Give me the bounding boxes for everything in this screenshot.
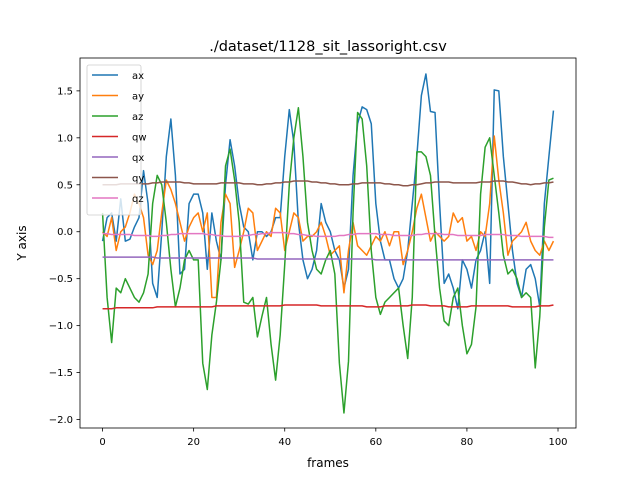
series-line-qz bbox=[102, 231, 554, 239]
x-axis-ticks: 0 20 40 60 80 100 bbox=[99, 428, 568, 448]
legend-label-qx: qx bbox=[132, 153, 144, 164]
legend-label-ax: ax bbox=[132, 71, 144, 82]
legend-label-az: az bbox=[132, 112, 143, 123]
y-tick-label: −2.0 bbox=[49, 415, 73, 426]
x-tick-label: 0 bbox=[99, 437, 105, 448]
y-tick-label: 0.0 bbox=[57, 227, 73, 238]
y-axis-label: Y axis bbox=[15, 225, 29, 261]
series-layer bbox=[101, 73, 555, 414]
y-tick-label: −1.0 bbox=[49, 321, 73, 332]
x-tick-label: 80 bbox=[461, 437, 474, 448]
series-line-qx bbox=[102, 256, 554, 261]
y-tick-label: −1.5 bbox=[49, 368, 73, 379]
y-tick-label: 1.0 bbox=[57, 133, 73, 144]
chart-title: ./dataset/1128_sit_lassoright.csv bbox=[209, 39, 447, 55]
legend-label-qz: qz bbox=[132, 194, 144, 205]
y-tick-label: −0.5 bbox=[49, 274, 73, 285]
axes-frame bbox=[79, 57, 577, 429]
series-line-qy bbox=[102, 180, 554, 187]
y-tick-label: 0.5 bbox=[57, 180, 73, 191]
y-tick-label: 1.5 bbox=[57, 86, 73, 97]
legend-label-qw: qw bbox=[132, 133, 147, 144]
legend-label-ay: ay bbox=[132, 92, 144, 103]
legend: ax ay az qw qx qy qz bbox=[86, 64, 147, 216]
legend-label-qy: qy bbox=[132, 174, 144, 185]
series-line-az bbox=[101, 107, 554, 414]
x-tick-label: 100 bbox=[548, 437, 567, 448]
y-axis-ticks: −2.0 −1.5 −1.0 −0.5 0.0 0.5 1.0 1.5 bbox=[49, 86, 80, 426]
series-line-qw bbox=[102, 304, 554, 310]
x-tick-label: 40 bbox=[278, 437, 291, 448]
x-axis-label: frames bbox=[307, 456, 349, 470]
x-tick-label: 20 bbox=[187, 437, 200, 448]
x-tick-label: 60 bbox=[369, 437, 382, 448]
legend-entries: ax ay az qw qx qy qz bbox=[92, 71, 147, 205]
